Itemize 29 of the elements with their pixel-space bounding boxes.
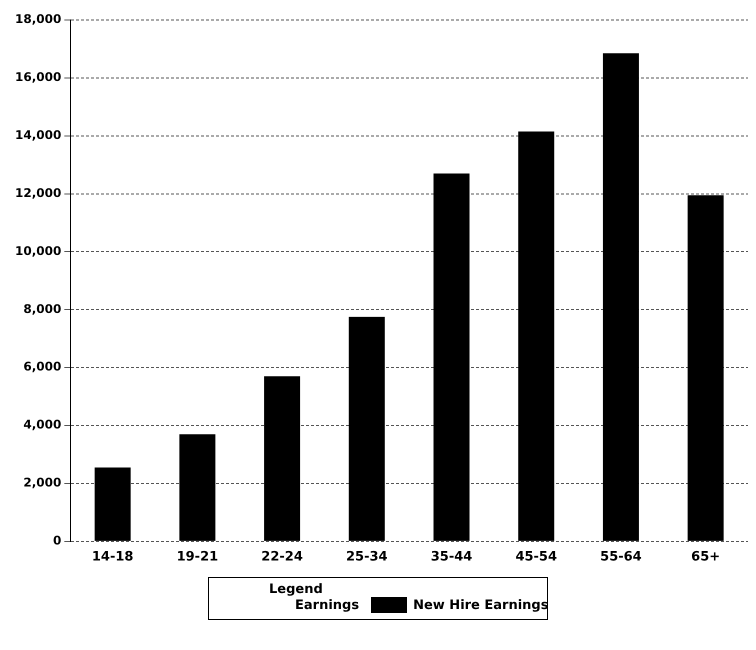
- x-tick-label: 22-24: [261, 550, 303, 565]
- bar: [688, 195, 724, 541]
- y-tick-label: 14,000: [14, 128, 62, 142]
- bar: [348, 316, 385, 541]
- bar: [94, 468, 131, 541]
- y-tick-label: 0: [52, 534, 62, 548]
- y-tick-label: 10,000: [14, 244, 62, 258]
- bar: [264, 376, 300, 541]
- x-tick-label: 45-54: [515, 550, 558, 565]
- bar: [434, 174, 470, 541]
- y-tick-label: 6,000: [23, 360, 62, 374]
- x-tick-label: 25-34: [346, 550, 388, 565]
- legend-title: Legend: [269, 582, 324, 597]
- y-tick-label: 12,000: [14, 186, 62, 200]
- x-tick-label: 55-64: [600, 550, 642, 565]
- y-tick-label: 4,000: [23, 418, 62, 432]
- y-tick-label: 16,000: [14, 70, 62, 84]
- y-tick-label: 8,000: [23, 302, 62, 316]
- y-tick-label: 2,000: [23, 476, 62, 490]
- x-tick-label: 14-18: [92, 550, 134, 565]
- y-tick-label: 18,000: [14, 12, 62, 26]
- x-tick-label: 35-44: [430, 550, 472, 565]
- bar: [179, 434, 216, 541]
- x-tick-label: 65+: [691, 550, 720, 565]
- x-tick-label: 19-21: [176, 550, 218, 565]
- bar: [518, 132, 554, 541]
- bar: [602, 53, 639, 541]
- legend-label: New Hire Earnings: [413, 598, 548, 612]
- text: Earnings: [295, 598, 360, 612]
